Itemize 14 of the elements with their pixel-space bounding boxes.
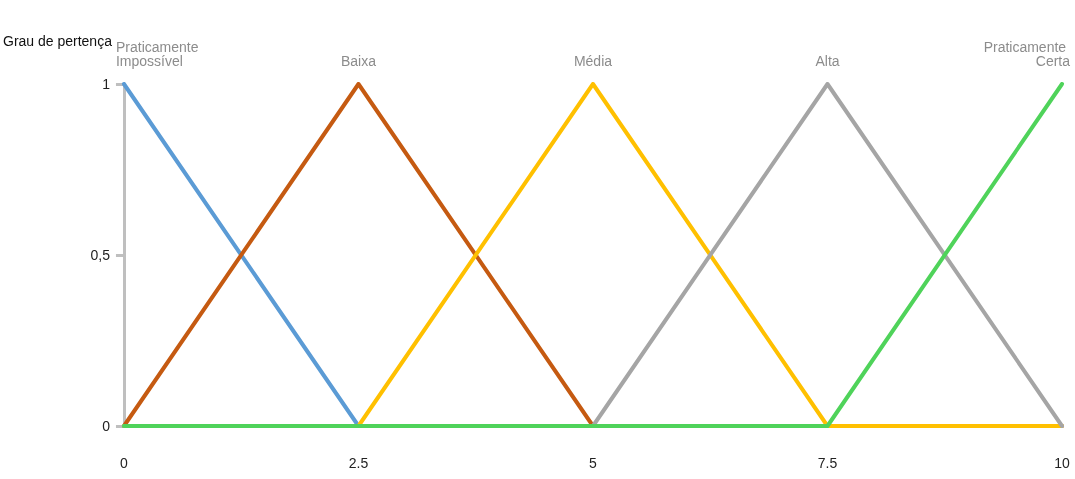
y-tick-label: 0: [102, 418, 111, 434]
x-tick-label: 10: [1054, 455, 1070, 471]
x-tick-label: 7.5: [817, 455, 838, 471]
y-tick-label: 1: [102, 76, 111, 92]
x-tick-label: 2.5: [348, 455, 369, 471]
y-tick-label: 0,5: [90, 247, 111, 263]
x-tick-label: 5: [589, 455, 598, 471]
series-label: Praticamente Impossível: [115, 39, 203, 69]
y-axis-title: Grau de pertença: [2, 33, 113, 49]
series-label: Alta: [815, 53, 840, 69]
series-label: Média: [573, 53, 613, 69]
series-label: Praticamente Certa: [983, 39, 1071, 69]
x-tick-label: 0: [120, 455, 129, 471]
series-label: Baixa: [340, 53, 377, 69]
